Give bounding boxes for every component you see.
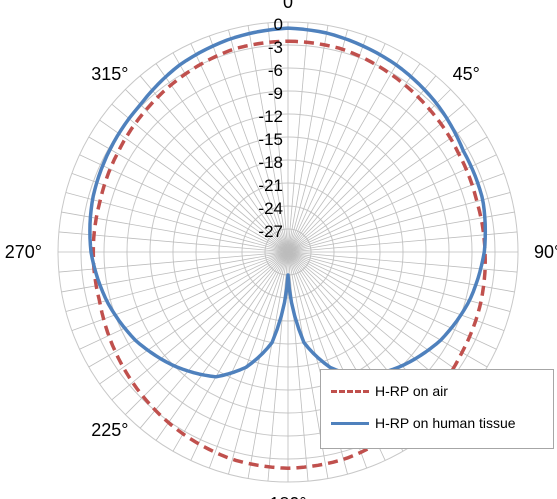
radial-tick-label: 0 [274, 15, 283, 34]
legend-swatch-tissue [331, 421, 369, 425]
grid-spoke [287, 22, 309, 253]
grid-spoke [228, 29, 289, 253]
grid-spoke [287, 172, 505, 253]
angle-label: 90° [534, 242, 557, 262]
grid-spoke [88, 251, 289, 368]
grid-spoke [267, 22, 289, 253]
grid-spoke [287, 231, 518, 253]
grid-spoke [208, 35, 289, 253]
grid-spoke [287, 251, 505, 332]
grid-spoke [139, 75, 289, 253]
radial-tick-label: -24 [258, 199, 283, 218]
grid-spoke [287, 52, 404, 253]
grid-spoke [287, 192, 511, 253]
grid-spoke [287, 251, 511, 312]
angle-label: 225° [91, 420, 128, 440]
grid-spoke [287, 119, 477, 253]
grid-spoke [287, 251, 309, 482]
grid-spoke [99, 119, 289, 253]
grid-spoke [79, 154, 289, 253]
grid-spoke [287, 211, 515, 253]
grid-spoke [208, 251, 289, 469]
radial-tick-label: -15 [258, 130, 283, 149]
angle-label: 270° [5, 242, 42, 262]
angle-label: 180° [269, 494, 306, 499]
grid-spoke [65, 251, 289, 312]
grid-spoke [61, 211, 289, 253]
grid-spoke [247, 251, 289, 479]
grid-spoke [155, 63, 289, 253]
grid-spoke [190, 251, 289, 461]
grid-spoke [190, 43, 289, 253]
grid-spoke [287, 43, 386, 253]
grid-spoke [287, 251, 497, 350]
legend-swatch-air [331, 389, 369, 393]
grid-spoke [99, 251, 289, 385]
grid-spoke [287, 136, 488, 253]
radial-tick-label: -3 [268, 38, 283, 57]
grid-spoke [139, 251, 289, 429]
radial-tick-label: -6 [268, 61, 283, 80]
radial-tick-label: -12 [258, 107, 283, 126]
grid-spoke [247, 25, 289, 253]
angle-label: 315° [91, 64, 128, 84]
grid-spoke [111, 103, 289, 253]
grid-spoke [111, 251, 289, 401]
angle-label: 45° [453, 64, 480, 84]
grid-spoke [172, 251, 289, 452]
radial-tick-labels: 0 -3 -6 -9 -12 -15 -18 -21 -24 -27 [258, 15, 283, 241]
grid-spoke [287, 251, 488, 368]
legend-item-tissue: H-RP on human tissue [331, 415, 516, 431]
grid-spoke [267, 251, 289, 482]
legend-item-air: H-RP on air [331, 383, 448, 399]
radial-tick-label: -27 [258, 222, 283, 241]
grid-spoke [287, 25, 329, 253]
grid-spoke [155, 251, 289, 441]
grid-spoke [58, 231, 289, 253]
grid-spoke [79, 251, 289, 350]
grid-spoke [65, 192, 289, 253]
series-layer [88, 26, 488, 470]
radial-tick-label: -21 [258, 176, 283, 195]
legend-label-tissue: H-RP on human tissue [375, 415, 516, 431]
grid-spoke [287, 35, 368, 253]
legend: H-RP on air H-RP on human tissue [320, 369, 554, 449]
grid-spoke [287, 29, 348, 253]
grid-spoke [58, 251, 289, 273]
grid-spoke [125, 89, 289, 253]
radial-tick-label: -9 [268, 84, 283, 103]
series-line-1 [88, 26, 488, 379]
grid-spoke [287, 154, 497, 253]
series-line-0 [91, 39, 487, 470]
grid-spoke [287, 103, 465, 253]
grid-spoke [228, 251, 289, 475]
grid-spoke [287, 89, 451, 253]
grid-spoke [88, 136, 289, 253]
angle-labels: 0 45° 90° 180° 225° 270° 315° [5, 0, 557, 499]
grid-spoke [287, 251, 477, 385]
grid-spoke [287, 75, 437, 253]
grid-spokes [58, 22, 518, 482]
grid-spoke [125, 251, 289, 415]
grid-spoke [71, 251, 289, 332]
legend-label-air: H-RP on air [375, 383, 448, 399]
grid-spoke [71, 172, 289, 253]
radial-tick-label: -18 [258, 153, 283, 172]
angle-label: 0 [283, 0, 293, 12]
grid-spoke [287, 63, 421, 253]
grid-spoke [172, 52, 289, 253]
